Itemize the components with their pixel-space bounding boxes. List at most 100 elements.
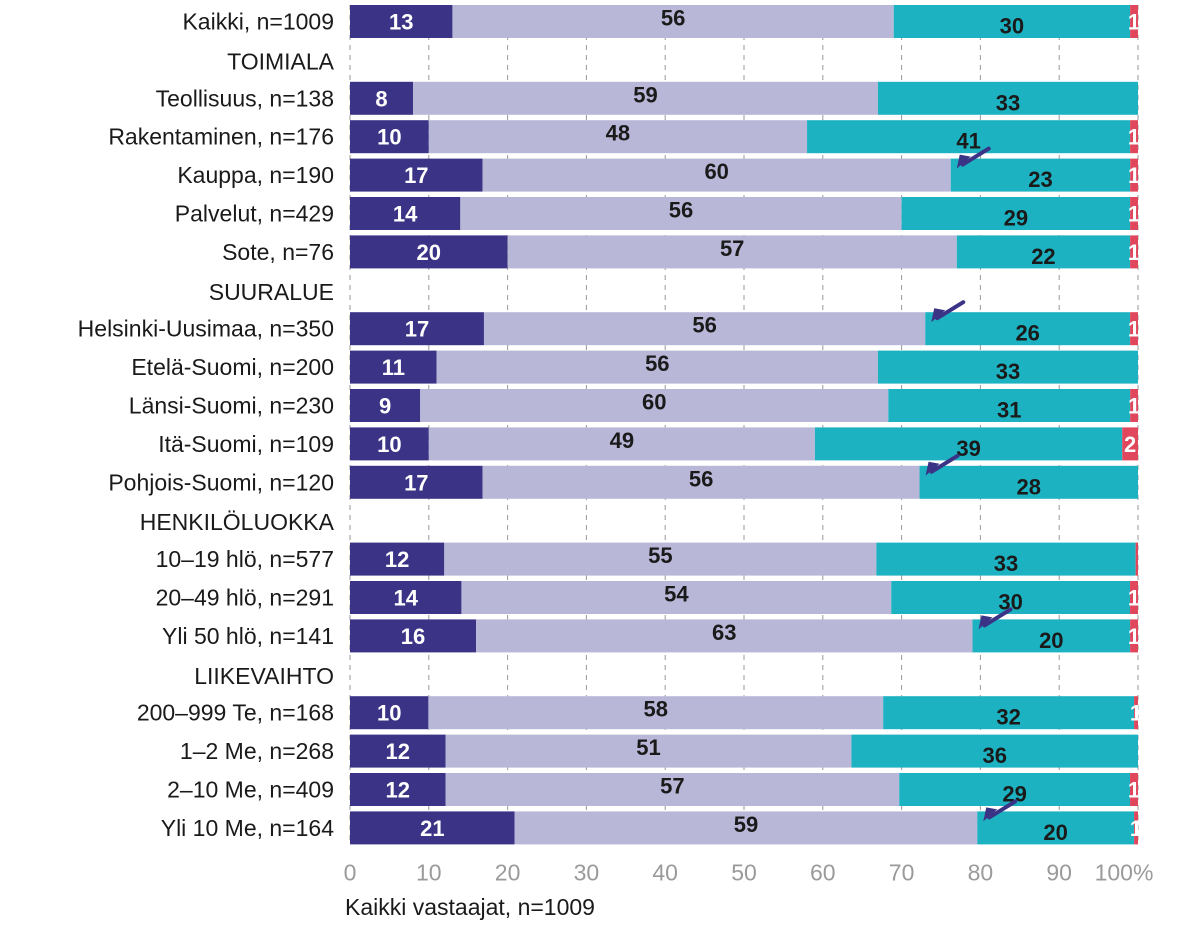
data-label: 11 bbox=[382, 355, 405, 380]
data-label: 17 bbox=[404, 470, 428, 495]
bar-segment bbox=[482, 158, 951, 192]
data-label: 55 bbox=[648, 543, 672, 568]
bar-segment bbox=[436, 350, 878, 384]
data-label: 30 bbox=[1000, 14, 1024, 39]
bar-segment bbox=[901, 197, 1131, 230]
data-label: 1 bbox=[1128, 125, 1140, 150]
bar-segment bbox=[1130, 5, 1138, 38]
bar-segment bbox=[1134, 696, 1138, 730]
data-label: 9 bbox=[379, 394, 391, 419]
data-label: 41 bbox=[956, 129, 980, 154]
bar-segment bbox=[925, 312, 1131, 346]
category-label: 10–19 hlö, n=577 bbox=[156, 546, 334, 572]
x-tick-label: 30 bbox=[574, 859, 600, 885]
bar-segment bbox=[350, 81, 414, 115]
bar-segment bbox=[350, 120, 429, 154]
data-label: 63 bbox=[712, 620, 736, 645]
category-label: Kaikki, n=1009 bbox=[182, 9, 334, 35]
bar-segment bbox=[444, 542, 877, 576]
category-label: Pohjois-Suomi, n=120 bbox=[108, 469, 334, 495]
data-label: 33 bbox=[996, 90, 1020, 115]
data-label: 2 bbox=[1124, 432, 1136, 457]
bar-segment bbox=[350, 734, 446, 768]
bar-segment bbox=[483, 312, 926, 346]
x-tick-label: 0 bbox=[344, 859, 357, 885]
bar-segment bbox=[350, 350, 437, 384]
data-label: 1 bbox=[1128, 586, 1140, 611]
data-label: 1 bbox=[1128, 240, 1140, 265]
data-label: 56 bbox=[689, 466, 713, 491]
data-label: 20 bbox=[1043, 820, 1067, 845]
data-label: 32 bbox=[996, 705, 1020, 730]
x-tick-label: 80 bbox=[968, 859, 994, 885]
bar-segment bbox=[452, 5, 894, 38]
x-tick-label: 90 bbox=[1046, 859, 1072, 885]
group-heading: HENKILÖLUOKKA bbox=[140, 509, 335, 535]
footnote: Kaikki vastaajat, n=1009 bbox=[345, 894, 595, 920]
bar-segment bbox=[350, 158, 483, 192]
data-label: 10 bbox=[377, 701, 401, 726]
category-label: 1–2 Me, n=268 bbox=[180, 738, 334, 764]
data-label: 1 bbox=[1130, 816, 1142, 841]
data-label: 48 bbox=[606, 121, 630, 146]
bar-segment bbox=[1130, 773, 1138, 806]
category-label: Yli 10 Me, n=164 bbox=[161, 815, 334, 841]
group-heading: LIIKEVAIHTO bbox=[194, 663, 334, 689]
bar-segment bbox=[428, 120, 808, 154]
bar-segment bbox=[919, 465, 1138, 499]
category-label: Palvelut, n=429 bbox=[175, 201, 334, 227]
bar-segment bbox=[350, 5, 453, 38]
x-axis-ticks: 0 10 20 30 40 50 60 70 80 90 100% bbox=[344, 859, 1154, 885]
data-label: 33 bbox=[996, 359, 1020, 384]
bar-segment bbox=[413, 81, 878, 115]
bar-segment bbox=[350, 581, 462, 614]
category-label: Itä-Suomi, n=109 bbox=[158, 431, 334, 457]
bar-segment bbox=[507, 235, 957, 269]
bar-segment bbox=[350, 312, 484, 346]
bar-segment bbox=[807, 120, 1131, 154]
bar-segment bbox=[876, 542, 1136, 576]
bar-segment bbox=[1130, 619, 1138, 653]
data-label: 54 bbox=[664, 582, 689, 607]
data-label: 8 bbox=[375, 86, 387, 111]
bar-segment bbox=[893, 5, 1131, 38]
data-label: 12 bbox=[386, 739, 410, 764]
data-label: 20 bbox=[417, 240, 441, 265]
bar-segment bbox=[420, 389, 889, 422]
bar-segment bbox=[445, 734, 852, 768]
bar-segment bbox=[350, 542, 445, 576]
x-tick-label: 40 bbox=[652, 859, 678, 885]
bar-segment bbox=[428, 427, 815, 461]
bar-segment bbox=[482, 465, 920, 499]
bar-segment bbox=[350, 465, 483, 499]
category-label: Helsinki-Uusimaa, n=350 bbox=[78, 316, 334, 342]
data-label: 31 bbox=[997, 398, 1021, 423]
data-label: 20 bbox=[1039, 628, 1063, 653]
category-label: Sote, n=76 bbox=[222, 239, 334, 265]
data-label: 56 bbox=[669, 198, 693, 223]
bar-segment bbox=[877, 81, 1138, 115]
bar-segment bbox=[1134, 811, 1138, 845]
data-label: 16 bbox=[401, 624, 425, 649]
data-label: 59 bbox=[734, 812, 758, 837]
bar-segment bbox=[1130, 197, 1138, 230]
data-label: 60 bbox=[704, 159, 728, 184]
bar-segment bbox=[1130, 389, 1138, 422]
data-label: 1 bbox=[1128, 10, 1140, 35]
bar-segment bbox=[1122, 427, 1138, 461]
arrow-icon bbox=[978, 607, 1013, 630]
category-label: Rakentaminen, n=176 bbox=[108, 124, 334, 150]
data-label: 56 bbox=[692, 313, 716, 338]
bar-segment bbox=[350, 696, 429, 730]
bar-segment bbox=[350, 389, 421, 422]
category-label: 200–999 Te, n=168 bbox=[137, 700, 334, 726]
category-label: Länsi-Suomi, n=230 bbox=[129, 393, 334, 419]
bar-segment bbox=[972, 619, 1131, 653]
category-labels: Kaikki, n=1009 TOIMIALA Teollisuus, n=138 R… bbox=[78, 9, 335, 841]
data-label: 10 bbox=[377, 125, 401, 150]
bar-segment bbox=[977, 811, 1135, 845]
group-heading: SUURALUE bbox=[209, 279, 334, 305]
arrow-icon bbox=[983, 799, 1018, 822]
data-label: 17 bbox=[404, 163, 428, 188]
data-label: 28 bbox=[1017, 474, 1041, 499]
